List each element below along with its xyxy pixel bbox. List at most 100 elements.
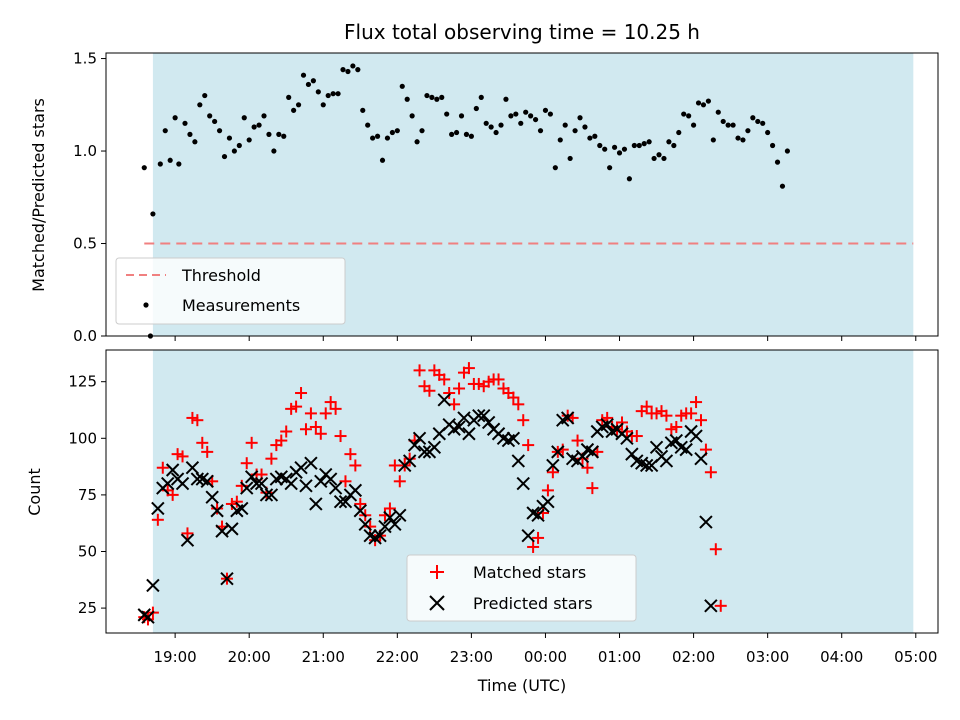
measurement-point	[760, 120, 766, 126]
bottom-x-tick-label: 21:00	[302, 648, 345, 666]
predicted-star-point	[551, 445, 565, 459]
matched-star-point	[685, 407, 698, 420]
measurement-point	[251, 124, 257, 130]
measurement-point	[528, 113, 534, 119]
measurement-point	[350, 63, 356, 69]
matched-star-point	[166, 488, 179, 501]
predicted-star-point-b	[309, 497, 323, 511]
top-legend-box	[115, 257, 346, 325]
measurement-point	[202, 92, 208, 99]
measurement-point	[379, 157, 386, 163]
measurement-point	[330, 91, 336, 97]
top-y-ticks: 0.0 0.5 1.0 1.5	[73, 50, 106, 345]
matched-star-point	[586, 482, 599, 495]
predicted-star-point	[240, 481, 254, 495]
measurement-point	[755, 118, 761, 125]
measurement-point	[518, 120, 524, 126]
measurement-point	[705, 98, 711, 104]
predicted-star-point-b	[348, 483, 363, 498]
predicted-star-point-b	[353, 504, 367, 518]
measurement-point	[513, 111, 519, 117]
measurement-point	[547, 111, 553, 117]
predicted-star-point	[417, 445, 432, 459]
predicted-star-point	[249, 476, 264, 491]
predicted-star-point	[348, 483, 363, 498]
top-y-tick-label: 0.5	[73, 235, 97, 253]
measurement-point	[384, 135, 391, 141]
predicted-star-point	[506, 431, 521, 446]
measurement-point	[710, 137, 716, 143]
predicted-star-point-b	[625, 447, 639, 461]
predicted-star-point	[704, 599, 718, 613]
predicted-star-point-b	[333, 494, 348, 509]
legend-predicted-label: Predicted stars	[473, 594, 593, 613]
measurement-point	[676, 129, 682, 136]
predicted-star-point-b	[526, 506, 540, 520]
predicted-star-point-b	[393, 508, 407, 522]
predicted-star-point	[481, 415, 496, 430]
predicted-star-point	[437, 393, 451, 407]
predicted-star-point-b	[323, 472, 338, 486]
bottom-y-tick-label: 100	[68, 429, 97, 447]
measurement-point	[192, 139, 198, 145]
measurement-point	[666, 139, 672, 145]
measurement-point	[720, 118, 726, 125]
predicted-star-point-b	[338, 494, 353, 509]
predicted-star-point	[402, 454, 417, 468]
predicted-star-point	[338, 494, 353, 509]
predicted-star-point-b	[659, 454, 674, 468]
predicted-star-point	[309, 497, 323, 511]
predicted-star-point	[472, 408, 486, 423]
matched-star-point	[640, 400, 653, 413]
predicted-star-point	[560, 411, 575, 425]
predicted-star-point-b	[240, 481, 254, 495]
measurement-point	[468, 133, 474, 139]
measurement-point	[404, 96, 410, 102]
measurement-point	[602, 146, 608, 152]
matched-star-point	[245, 436, 258, 449]
measurement-point	[221, 153, 228, 160]
predicted-star-point-b	[294, 461, 308, 475]
matched-star-point	[191, 414, 204, 427]
matched-star-point	[492, 373, 505, 386]
predicted-star-point	[175, 476, 190, 491]
predicted-star-point-b	[462, 427, 476, 441]
predicted-star-point-b	[531, 508, 545, 522]
predicted-star-point-b	[284, 476, 298, 491]
measurement-point	[399, 83, 405, 89]
matched-star-point	[196, 436, 209, 449]
predicted-star-point	[679, 442, 693, 457]
measurement-point	[286, 94, 292, 100]
x-axis-label: Time (UTC)	[477, 676, 566, 695]
predicted-star-point-b	[516, 476, 530, 491]
matched-star-point	[423, 384, 436, 397]
predicted-star-point	[699, 515, 713, 529]
matched-star-point	[329, 402, 342, 415]
matched-star-point	[527, 540, 540, 553]
predicted-star-point	[294, 461, 308, 475]
predicted-star-point	[161, 476, 175, 491]
measurement-point	[453, 129, 460, 136]
predicted-star-point	[304, 456, 318, 470]
predicted-star-point	[659, 454, 674, 468]
predicted-star-point	[639, 458, 654, 473]
matched-star-point	[275, 434, 288, 447]
predicted-star-point-b	[210, 504, 224, 518]
measurement-point	[508, 113, 514, 119]
matched-star-point	[295, 387, 308, 400]
measurement-point	[636, 142, 642, 149]
matched-star-point	[339, 475, 352, 488]
predicted-star-point	[225, 522, 239, 536]
predicted-star-point	[180, 533, 195, 547]
measurement-point	[597, 142, 603, 149]
matched-star-point	[181, 527, 194, 540]
predicted-star-point-b	[314, 474, 328, 489]
top-y-tick-label: 0.0	[73, 327, 97, 345]
predicted-star-point-b	[215, 524, 229, 538]
predicted-star-point	[427, 440, 442, 455]
matched-star-point	[517, 414, 530, 427]
matched-star-point	[704, 466, 717, 479]
measurement-point	[725, 122, 731, 128]
measurement-point	[394, 128, 400, 134]
